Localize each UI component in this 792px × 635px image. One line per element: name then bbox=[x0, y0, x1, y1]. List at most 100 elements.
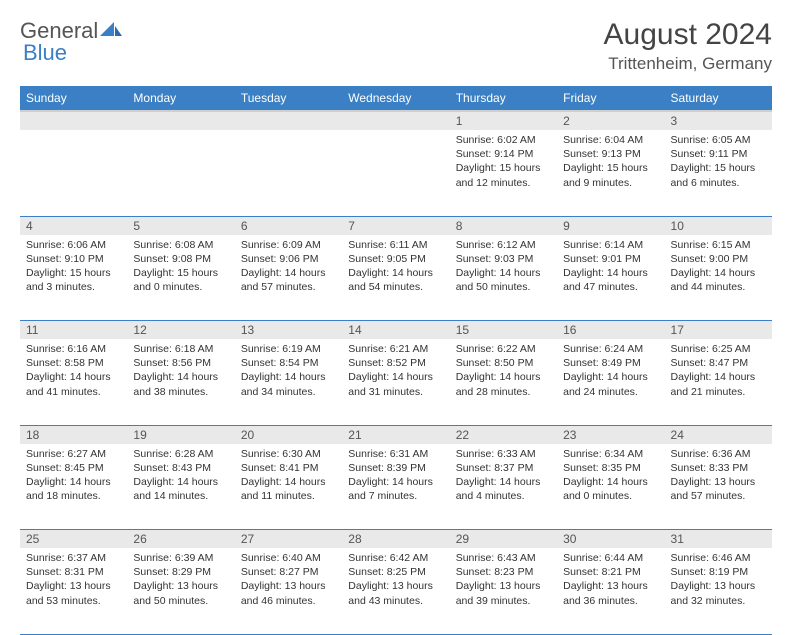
day-number-cell bbox=[235, 111, 342, 130]
daylight-text: Daylight: 14 hours and 24 minutes. bbox=[563, 370, 658, 398]
day-number-cell: 12 bbox=[127, 321, 234, 340]
sunrise-text: Sunrise: 6:09 AM bbox=[241, 238, 336, 252]
sunrise-text: Sunrise: 6:24 AM bbox=[563, 342, 658, 356]
day-content: Sunrise: 6:27 AMSunset: 8:45 PMDaylight:… bbox=[20, 444, 127, 510]
day-cell: Sunrise: 6:44 AMSunset: 8:21 PMDaylight:… bbox=[557, 548, 664, 634]
sunset-text: Sunset: 8:27 PM bbox=[241, 565, 336, 579]
day-cell: Sunrise: 6:18 AMSunset: 8:56 PMDaylight:… bbox=[127, 339, 234, 425]
sunset-text: Sunset: 8:35 PM bbox=[563, 461, 658, 475]
sunrise-text: Sunrise: 6:36 AM bbox=[671, 447, 766, 461]
sunrise-text: Sunrise: 6:28 AM bbox=[133, 447, 228, 461]
day-number-row: 45678910 bbox=[20, 216, 772, 235]
sunset-text: Sunset: 8:56 PM bbox=[133, 356, 228, 370]
day-content: Sunrise: 6:05 AMSunset: 9:11 PMDaylight:… bbox=[665, 130, 772, 196]
day-content: Sunrise: 6:19 AMSunset: 8:54 PMDaylight:… bbox=[235, 339, 342, 405]
sunset-text: Sunset: 8:47 PM bbox=[671, 356, 766, 370]
day-content: Sunrise: 6:33 AMSunset: 8:37 PMDaylight:… bbox=[450, 444, 557, 510]
daylight-text: Daylight: 14 hours and 18 minutes. bbox=[26, 475, 121, 503]
weekday-header: Thursday bbox=[450, 86, 557, 111]
daylight-text: Daylight: 14 hours and 4 minutes. bbox=[456, 475, 551, 503]
day-cell: Sunrise: 6:43 AMSunset: 8:23 PMDaylight:… bbox=[450, 548, 557, 634]
daylight-text: Daylight: 14 hours and 0 minutes. bbox=[563, 475, 658, 503]
sunrise-text: Sunrise: 6:08 AM bbox=[133, 238, 228, 252]
day-number-cell: 6 bbox=[235, 216, 342, 235]
day-number-cell: 13 bbox=[235, 321, 342, 340]
day-cell: Sunrise: 6:14 AMSunset: 9:01 PMDaylight:… bbox=[557, 235, 664, 321]
daylight-text: Daylight: 13 hours and 39 minutes. bbox=[456, 579, 551, 607]
day-cell bbox=[127, 130, 234, 216]
day-cell: Sunrise: 6:19 AMSunset: 8:54 PMDaylight:… bbox=[235, 339, 342, 425]
daylight-text: Daylight: 13 hours and 46 minutes. bbox=[241, 579, 336, 607]
daylight-text: Daylight: 14 hours and 21 minutes. bbox=[671, 370, 766, 398]
day-cell: Sunrise: 6:39 AMSunset: 8:29 PMDaylight:… bbox=[127, 548, 234, 634]
day-content: Sunrise: 6:34 AMSunset: 8:35 PMDaylight:… bbox=[557, 444, 664, 510]
day-content: Sunrise: 6:04 AMSunset: 9:13 PMDaylight:… bbox=[557, 130, 664, 196]
daylight-text: Daylight: 14 hours and 41 minutes. bbox=[26, 370, 121, 398]
sunrise-text: Sunrise: 6:05 AM bbox=[671, 133, 766, 147]
calendar-table: SundayMondayTuesdayWednesdayThursdayFrid… bbox=[20, 86, 772, 635]
sunset-text: Sunset: 8:33 PM bbox=[671, 461, 766, 475]
sunrise-text: Sunrise: 6:40 AM bbox=[241, 551, 336, 565]
daylight-text: Daylight: 14 hours and 31 minutes. bbox=[348, 370, 443, 398]
sunrise-text: Sunrise: 6:39 AM bbox=[133, 551, 228, 565]
sunset-text: Sunset: 8:39 PM bbox=[348, 461, 443, 475]
day-cell: Sunrise: 6:27 AMSunset: 8:45 PMDaylight:… bbox=[20, 444, 127, 530]
title-block: August 2024 Trittenheim, Germany bbox=[604, 18, 772, 74]
daylight-text: Daylight: 13 hours and 32 minutes. bbox=[671, 579, 766, 607]
sunrise-text: Sunrise: 6:44 AM bbox=[563, 551, 658, 565]
daylight-text: Daylight: 15 hours and 12 minutes. bbox=[456, 161, 551, 189]
day-number-cell: 2 bbox=[557, 111, 664, 130]
day-content-row: Sunrise: 6:16 AMSunset: 8:58 PMDaylight:… bbox=[20, 339, 772, 425]
day-cell: Sunrise: 6:46 AMSunset: 8:19 PMDaylight:… bbox=[665, 548, 772, 634]
weekday-header: Friday bbox=[557, 86, 664, 111]
daylight-text: Daylight: 13 hours and 36 minutes. bbox=[563, 579, 658, 607]
sunset-text: Sunset: 8:50 PM bbox=[456, 356, 551, 370]
day-content: Sunrise: 6:25 AMSunset: 8:47 PMDaylight:… bbox=[665, 339, 772, 405]
day-number-row: 123 bbox=[20, 111, 772, 130]
day-number-cell: 4 bbox=[20, 216, 127, 235]
day-cell: Sunrise: 6:11 AMSunset: 9:05 PMDaylight:… bbox=[342, 235, 449, 321]
day-content: Sunrise: 6:46 AMSunset: 8:19 PMDaylight:… bbox=[665, 548, 772, 614]
sunset-text: Sunset: 9:08 PM bbox=[133, 252, 228, 266]
day-content: Sunrise: 6:43 AMSunset: 8:23 PMDaylight:… bbox=[450, 548, 557, 614]
sunset-text: Sunset: 8:37 PM bbox=[456, 461, 551, 475]
sunset-text: Sunset: 9:06 PM bbox=[241, 252, 336, 266]
sunset-text: Sunset: 9:03 PM bbox=[456, 252, 551, 266]
day-number-cell: 28 bbox=[342, 530, 449, 549]
day-content-row: Sunrise: 6:37 AMSunset: 8:31 PMDaylight:… bbox=[20, 548, 772, 634]
sunrise-text: Sunrise: 6:46 AM bbox=[671, 551, 766, 565]
sunrise-text: Sunrise: 6:15 AM bbox=[671, 238, 766, 252]
day-number-cell: 29 bbox=[450, 530, 557, 549]
sunset-text: Sunset: 8:19 PM bbox=[671, 565, 766, 579]
day-content: Sunrise: 6:14 AMSunset: 9:01 PMDaylight:… bbox=[557, 235, 664, 301]
weekday-header: Tuesday bbox=[235, 86, 342, 111]
day-number-cell: 27 bbox=[235, 530, 342, 549]
sunset-text: Sunset: 9:13 PM bbox=[563, 147, 658, 161]
sunrise-text: Sunrise: 6:02 AM bbox=[456, 133, 551, 147]
day-number-cell: 7 bbox=[342, 216, 449, 235]
sunset-text: Sunset: 8:31 PM bbox=[26, 565, 121, 579]
daylight-text: Daylight: 15 hours and 9 minutes. bbox=[563, 161, 658, 189]
day-number-cell: 3 bbox=[665, 111, 772, 130]
day-cell bbox=[20, 130, 127, 216]
sunrise-text: Sunrise: 6:14 AM bbox=[563, 238, 658, 252]
day-content: Sunrise: 6:11 AMSunset: 9:05 PMDaylight:… bbox=[342, 235, 449, 301]
day-content: Sunrise: 6:06 AMSunset: 9:10 PMDaylight:… bbox=[20, 235, 127, 301]
sunset-text: Sunset: 8:21 PM bbox=[563, 565, 658, 579]
day-number-cell: 23 bbox=[557, 425, 664, 444]
day-content: Sunrise: 6:37 AMSunset: 8:31 PMDaylight:… bbox=[20, 548, 127, 614]
sunset-text: Sunset: 9:00 PM bbox=[671, 252, 766, 266]
sunrise-text: Sunrise: 6:31 AM bbox=[348, 447, 443, 461]
day-number-cell: 18 bbox=[20, 425, 127, 444]
daylight-text: Daylight: 15 hours and 3 minutes. bbox=[26, 266, 121, 294]
daylight-text: Daylight: 14 hours and 38 minutes. bbox=[133, 370, 228, 398]
day-content: Sunrise: 6:40 AMSunset: 8:27 PMDaylight:… bbox=[235, 548, 342, 614]
sunrise-text: Sunrise: 6:19 AM bbox=[241, 342, 336, 356]
daylight-text: Daylight: 14 hours and 44 minutes. bbox=[671, 266, 766, 294]
day-cell: Sunrise: 6:05 AMSunset: 9:11 PMDaylight:… bbox=[665, 130, 772, 216]
sunrise-text: Sunrise: 6:21 AM bbox=[348, 342, 443, 356]
sunrise-text: Sunrise: 6:27 AM bbox=[26, 447, 121, 461]
sunrise-text: Sunrise: 6:18 AM bbox=[133, 342, 228, 356]
day-number-cell: 26 bbox=[127, 530, 234, 549]
sunset-text: Sunset: 8:54 PM bbox=[241, 356, 336, 370]
